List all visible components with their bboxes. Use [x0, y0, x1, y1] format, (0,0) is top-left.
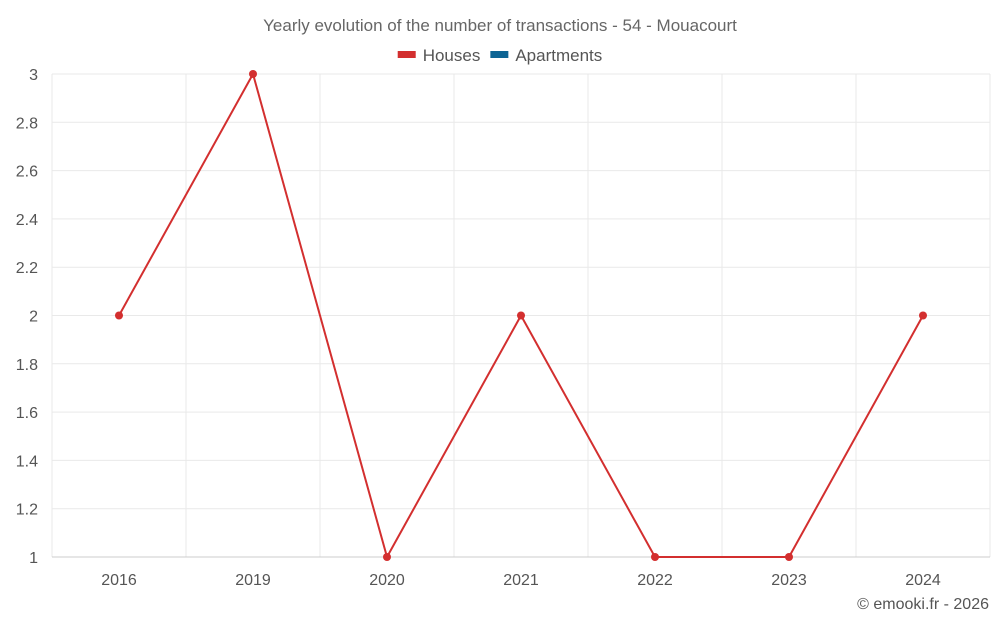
data-point[interactable] [651, 553, 659, 561]
legend-item[interactable]: Houses [397, 46, 481, 65]
y-tick-label: 2.4 [16, 212, 38, 229]
legend-label: Apartments [515, 46, 602, 65]
data-point[interactable] [249, 70, 257, 78]
y-tick-label: 1.4 [16, 453, 38, 470]
x-tick-label: 2020 [369, 572, 405, 589]
x-tick-label: 2022 [637, 572, 673, 589]
data-point[interactable] [115, 311, 123, 320]
y-tick-label: 1.8 [16, 357, 38, 374]
legend-label: Houses [423, 46, 481, 65]
series-layer [115, 70, 927, 561]
x-tick-label: 2019 [235, 572, 271, 589]
y-tick-label: 2 [29, 309, 38, 326]
y-tick-label: 2.2 [16, 260, 38, 277]
legend-swatch [397, 51, 416, 58]
chart-title: Yearly evolution of the number of transa… [263, 16, 737, 35]
grid-horizontal [52, 73, 990, 510]
y-axis-ticks: 1 1.2 1.4 1.6 1.8 2 2.2 2.4 2.6 2.8 3 [16, 67, 38, 567]
x-axis-ticks: 2016 2019 2020 2021 2022 2023 2024 [101, 572, 941, 589]
y-tick-label: 2.8 [16, 115, 38, 132]
credit-text: © emooki.fr - 2026 [857, 596, 989, 613]
y-tick-label: 1 [29, 550, 38, 567]
x-tick-label: 2016 [101, 572, 137, 589]
legend: Houses Apartments [397, 46, 602, 65]
x-tick-label: 2021 [503, 572, 539, 589]
y-tick-label: 3 [29, 67, 38, 84]
data-point[interactable] [919, 311, 927, 320]
data-point[interactable] [383, 553, 391, 561]
y-tick-label: 2.6 [16, 164, 38, 181]
legend-swatch [490, 51, 509, 58]
data-point[interactable] [517, 311, 525, 320]
data-point[interactable] [785, 553, 793, 561]
y-tick-label: 1.6 [16, 405, 38, 422]
x-tick-label: 2023 [771, 572, 807, 589]
legend-item[interactable]: Apartments [490, 46, 602, 65]
x-tick-label: 2024 [905, 572, 941, 589]
y-tick-label: 1.2 [16, 502, 38, 519]
